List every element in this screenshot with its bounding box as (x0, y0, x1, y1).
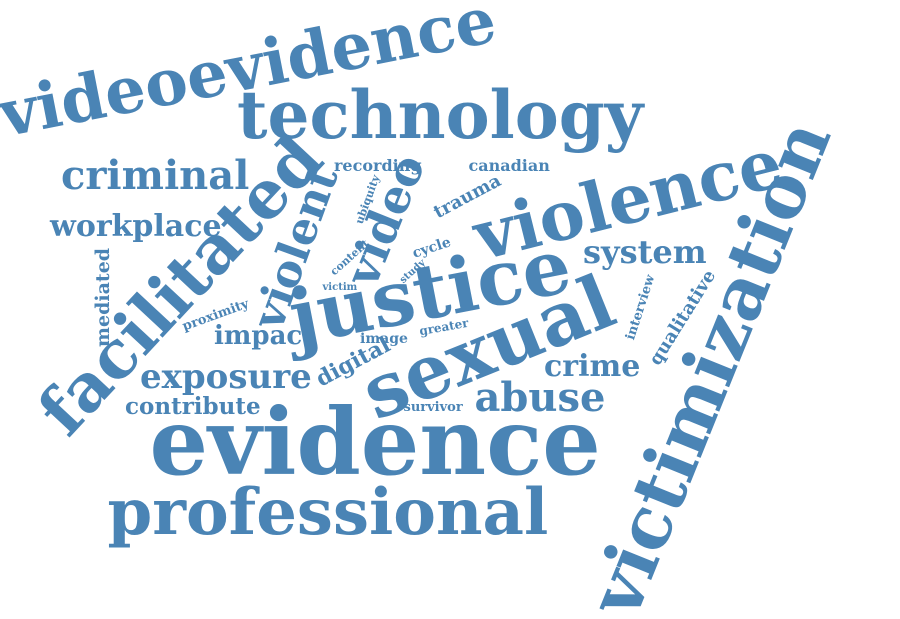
word-crime: crime (544, 349, 641, 384)
word-technology: technology (237, 76, 644, 154)
word-professional: professional (107, 475, 549, 550)
word-evidence: evidence (149, 388, 601, 496)
word-contribute: contribute (125, 392, 261, 420)
word-criminal: criminal (61, 152, 250, 199)
word-mediated: mediated (91, 247, 114, 347)
word-workplace: workplace (50, 209, 222, 244)
word-victim: victim (322, 282, 358, 293)
word-interview: interview (622, 272, 658, 342)
word-abuse: abuse (474, 374, 606, 421)
word-canadian: canadian (468, 156, 550, 175)
word-system: system (583, 233, 707, 271)
word-image: image (360, 331, 408, 347)
word-exposure: exposure (140, 357, 312, 397)
word-impact: impact (214, 321, 315, 351)
word-survivor: survivor (403, 399, 463, 415)
word-recording: recording (334, 156, 422, 175)
